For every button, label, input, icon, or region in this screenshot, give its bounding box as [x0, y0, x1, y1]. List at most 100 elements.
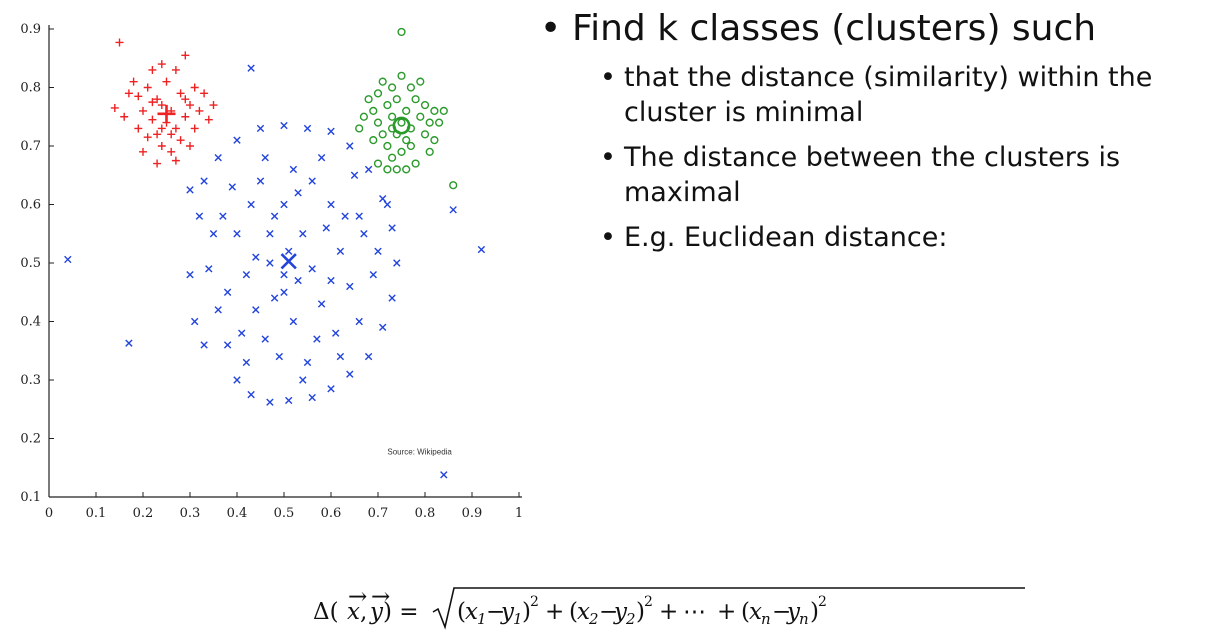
data-point [402, 106, 411, 116]
data-point [134, 124, 143, 133]
data-point [449, 181, 458, 190]
data-point [369, 136, 378, 145]
svg-text:x: x [465, 599, 478, 625]
data-point [346, 282, 354, 291]
data-point [360, 230, 368, 238]
data-point [420, 130, 430, 139]
data-point [153, 130, 162, 139]
data-point [233, 230, 241, 238]
data-point [171, 156, 180, 165]
data-point [303, 124, 312, 133]
data-point [388, 294, 396, 302]
data-point [139, 106, 147, 115]
data-point [299, 230, 307, 238]
svg-text:Δ(: Δ( [313, 599, 339, 625]
y-tick-label: 0.6 [20, 198, 41, 213]
data-point [346, 142, 354, 150]
data-point [120, 112, 129, 121]
data-point [411, 159, 420, 168]
data-point [233, 376, 241, 384]
x-tick-label: 0.1 [86, 506, 107, 521]
x-tick-label: 0 [45, 506, 53, 521]
svg-text:−: − [599, 599, 618, 625]
data-point [355, 124, 364, 133]
data-point [270, 294, 279, 302]
data-point [397, 71, 406, 80]
x-tick-label: 0.5 [274, 506, 295, 521]
plot-tick-labels: 0 0.1 0.2 0.3 0.4 0.5 0.6 0.7 0.8 0.9 1 0.1 0.2 0.3 0.… [20, 22, 523, 521]
data-point [261, 154, 269, 162]
data-point [346, 370, 354, 378]
data-point [157, 124, 166, 133]
data-point [430, 136, 439, 145]
data-point [378, 77, 387, 86]
data-point [439, 106, 448, 116]
data-point [171, 65, 180, 74]
data-point [219, 212, 227, 220]
x-tick-label: 0.6 [321, 506, 342, 521]
bullet-sub-3: E.g. Euclidean distance: [540, 220, 1220, 255]
data-point [477, 245, 486, 254]
data-point [186, 186, 194, 194]
data-point [285, 247, 293, 255]
svg-text:2: 2 [818, 594, 827, 610]
data-point [181, 112, 190, 121]
svg-text:2: 2 [588, 610, 599, 628]
data-point [280, 271, 288, 279]
svg-text:): ) [636, 599, 645, 625]
data-point [383, 200, 392, 209]
cluster-centroid [392, 116, 411, 135]
data-point [303, 358, 312, 367]
bullet-main: Find k classes (clusters) such [540, 6, 1220, 52]
data-point [416, 77, 425, 86]
data-point [285, 396, 293, 405]
svg-text:(: ( [569, 599, 578, 625]
data-point [402, 165, 411, 174]
svg-text:n: n [799, 610, 809, 628]
data-point [167, 130, 176, 139]
data-point [143, 133, 152, 142]
data-point [238, 329, 246, 337]
y-tick-label: 0.3 [20, 373, 41, 388]
data-point [383, 141, 392, 151]
data-point [289, 317, 298, 326]
data-point [261, 335, 269, 343]
data-point [191, 317, 199, 326]
data-point [289, 165, 298, 174]
data-point [406, 141, 416, 151]
data-point [406, 83, 416, 92]
data-point [392, 95, 401, 104]
data-point [317, 154, 326, 162]
data-point [341, 212, 349, 220]
data-point [397, 118, 406, 127]
svg-text:−: − [486, 599, 505, 625]
data-point [129, 77, 138, 86]
svg-text:⋯: ⋯ [683, 599, 706, 625]
svg-text:+: + [717, 599, 736, 625]
svg-text:n: n [761, 610, 771, 628]
data-point [388, 153, 397, 162]
svg-text:→: → [348, 584, 367, 610]
data-point [393, 259, 401, 267]
svg-text:,: , [360, 599, 367, 625]
svg-text:→: → [371, 584, 390, 610]
data-point [162, 77, 171, 86]
data-point [256, 124, 265, 133]
data-point [205, 265, 213, 273]
data-point [336, 352, 345, 361]
data-point [373, 89, 383, 98]
data-point [153, 159, 162, 168]
svg-text:1: 1 [513, 610, 523, 628]
cluster-centroid [157, 104, 176, 123]
data-point [425, 118, 434, 127]
formula-radicand: ( x 1 − y 1 ) 2 + ( x 2 − y 2 ) 2 + ⋯ + … [457, 594, 827, 628]
data-point [167, 147, 176, 156]
data-point [317, 300, 326, 308]
x-tick-label: 0.8 [415, 506, 436, 521]
data-point [214, 306, 222, 314]
y-tick-label: 0.9 [20, 22, 41, 37]
data-point [308, 393, 316, 402]
data-point [190, 83, 199, 92]
bullet-sub-2: The distance between the clusters is max… [540, 140, 1220, 210]
scatter-plot: 0 0.1 0.2 0.3 0.4 0.5 0.6 0.7 0.8 0.9 1 0.1 0.2 0.3 0.… [20, 22, 523, 521]
